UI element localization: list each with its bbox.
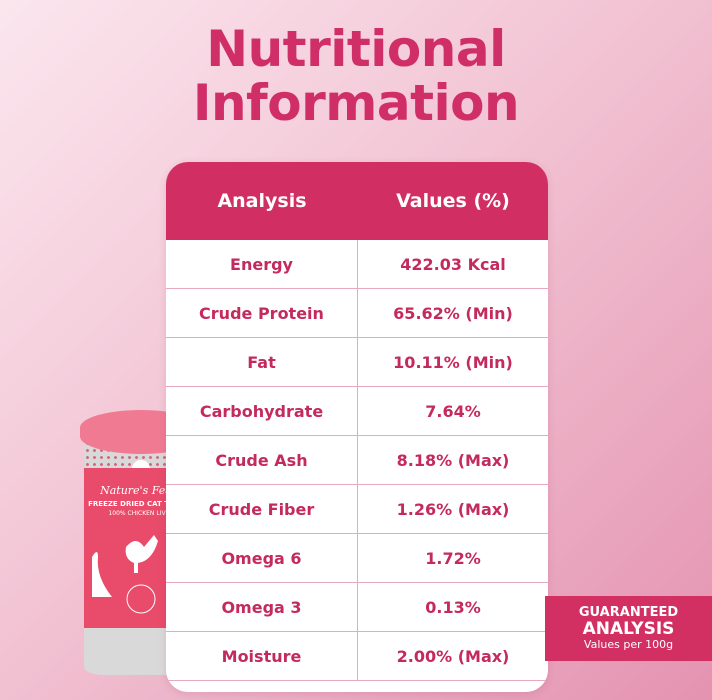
analysis-cell: Crude Fiber: [166, 485, 358, 533]
table-row: Omega 3 0.13%: [166, 583, 548, 632]
value-cell: 8.18% (Max): [396, 450, 510, 470]
analysis-cell: Energy: [166, 240, 358, 288]
value-cell: 65.62% (Min): [393, 303, 513, 323]
guaranteed-analysis-badge: GUARANTEED ANALYSIS Values per 100g: [545, 596, 712, 661]
table-row: Fat 10.11% (Min): [166, 338, 548, 387]
nutrition-table: Analysis Values (%) Energy 422.03 Kcal Cru…: [166, 162, 548, 692]
value-cell: 10.11% (Min): [393, 352, 513, 372]
table-header: Analysis Values (%): [166, 162, 548, 240]
value-cell: 2.00% (Max): [396, 646, 510, 666]
value-cell: 1.26% (Max): [396, 499, 510, 519]
analysis-cell: Omega 6: [166, 534, 358, 582]
analysis-cell: Moisture: [166, 632, 358, 680]
value-cell: 0.13%: [425, 597, 481, 617]
value-cell: 1.72%: [425, 548, 481, 568]
analysis-cell: Crude Ash: [166, 436, 358, 484]
value-cell: 422.03 Kcal: [400, 254, 506, 274]
analysis-cell: Omega 3: [166, 583, 358, 631]
value-cell: 7.64%: [425, 401, 481, 421]
table-row: Moisture 2.00% (Max): [166, 632, 548, 681]
analysis-cell: Crude Protein: [166, 289, 358, 337]
table-row: Omega 6 1.72%: [166, 534, 548, 583]
analysis-cell: Carbohydrate: [166, 387, 358, 435]
table-row: Crude Protein 65.62% (Min): [166, 289, 548, 338]
table-row: Energy 422.03 Kcal: [166, 240, 548, 289]
table-row: Crude Fiber 1.26% (Max): [166, 485, 548, 534]
table-row: Crude Ash 8.18% (Max): [166, 436, 548, 485]
page-title: Nutritional Information: [192, 20, 520, 132]
analysis-cell: Fat: [166, 338, 358, 386]
table-row: Carbohydrate 7.64%: [166, 387, 548, 436]
